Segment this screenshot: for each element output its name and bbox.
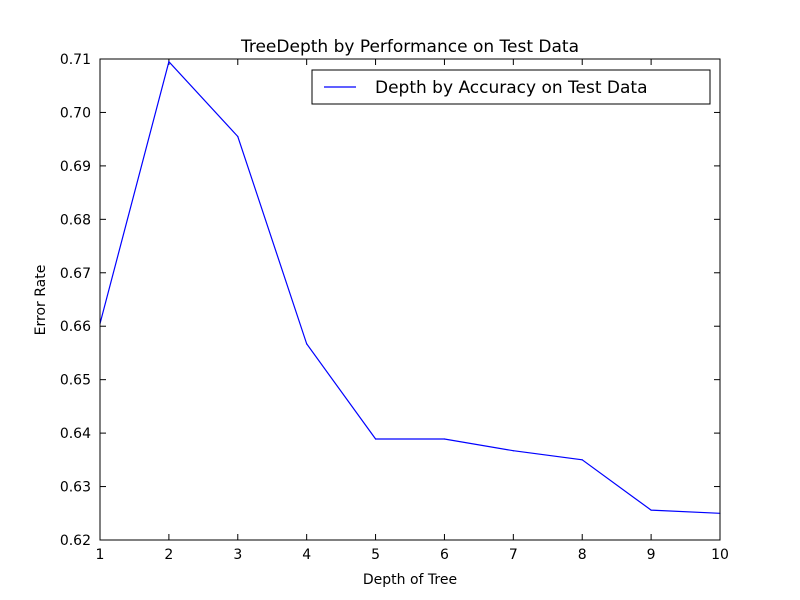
y-tick-label: 0.66	[60, 319, 91, 335]
y-axis-ticks: 0.62 0.63 0.64 0.65 0.66 0.67 0.68 0.69 0.70 0.71	[60, 52, 720, 549]
x-tick-label: 4	[302, 547, 311, 563]
data-point	[237, 135, 239, 138]
x-tick-label: 2	[164, 547, 173, 563]
series-line	[99, 60, 721, 514]
y-tick-label: 0.68	[60, 212, 91, 228]
data-point	[374, 438, 377, 440]
data-point	[581, 459, 583, 461]
legend-box	[311, 69, 711, 105]
y-tick-label: 0.71	[60, 52, 91, 68]
y-tick-label: 0.63	[60, 480, 91, 496]
legend-label: Depth by Accuracy on Test Data	[375, 78, 648, 98]
x-axis-ticks: 1 2 3 4 5 6 7 8 9 10	[96, 59, 729, 563]
data-point	[443, 438, 446, 440]
x-tick-label: 10	[711, 547, 729, 563]
x-tick-label: 8	[578, 547, 587, 563]
x-tick-label: 9	[647, 547, 656, 563]
y-tick-label: 0.65	[60, 373, 91, 389]
data-point	[650, 509, 652, 511]
data-points	[99, 61, 721, 514]
x-axis-label: Depth of Tree	[363, 572, 457, 588]
y-tick-label: 0.62	[60, 533, 91, 549]
data-point	[168, 61, 170, 63]
y-tick-label: 0.70	[60, 105, 91, 121]
data-point	[306, 343, 308, 345]
y-tick-label: 0.67	[60, 266, 91, 282]
legend: Depth by Accuracy on Test Data	[311, 69, 711, 105]
x-tick-label: 5	[371, 547, 380, 563]
y-tick-label: 0.64	[60, 426, 91, 442]
chart-title: TreeDepth by Performance on Test Data	[240, 37, 579, 57]
x-tick-label: 7	[509, 547, 518, 563]
y-axis-label: Error Rate	[33, 265, 49, 336]
y-tick-label: 0.69	[60, 159, 91, 175]
x-tick-label: 3	[233, 547, 242, 563]
x-tick-label: 6	[440, 547, 449, 563]
x-tick-label: 1	[96, 547, 105, 563]
plot-frame	[99, 58, 721, 541]
data-point	[512, 450, 514, 452]
